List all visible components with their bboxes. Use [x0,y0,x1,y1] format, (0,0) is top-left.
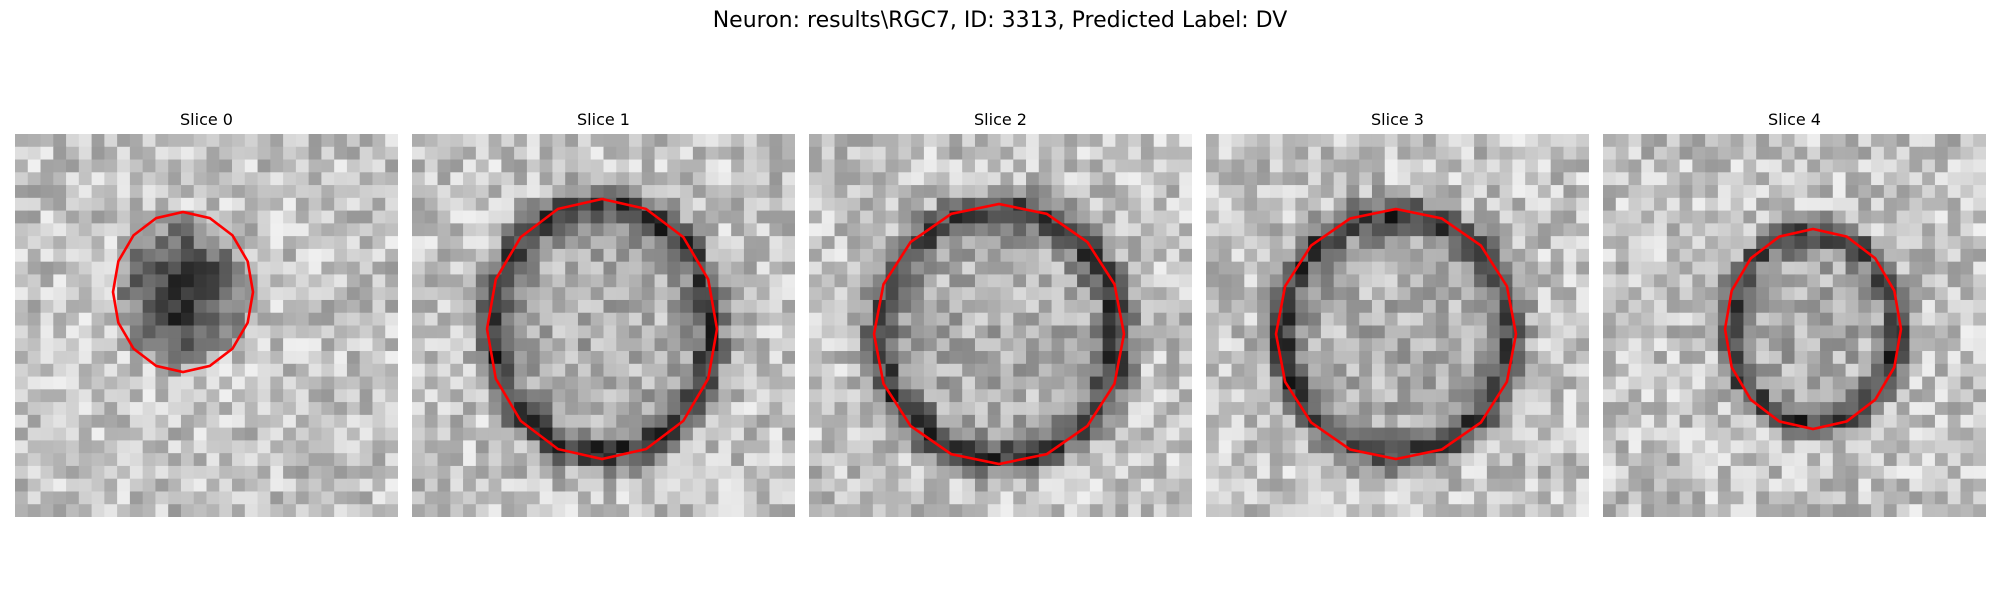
slice-panel-2: Slice 2 [809,110,1192,517]
slice-panel-3: Slice 3 [1206,110,1589,517]
slice-title: Slice 2 [974,110,1027,129]
slice-title: Slice 1 [577,110,630,129]
slice-title: Slice 4 [1768,110,1821,129]
slice-panel-0: Slice 0 [15,110,398,517]
contour-outline [111,210,255,374]
slice-image [412,134,795,517]
slice-panel-1: Slice 1 [412,110,795,517]
slice-panel-4: Slice 4 [1603,110,1986,517]
slice-title: Slice 0 [180,110,233,129]
slice-image [1603,134,1986,517]
slice-image [15,134,398,517]
slice-image [809,134,1192,517]
contour-outline [485,197,719,461]
contour-outline [872,202,1126,466]
slice-title: Slice 3 [1371,110,1424,129]
contour-outline [1274,207,1518,461]
contour-outline [1723,227,1903,431]
figure-title: Neuron: results\RGC7, ID: 3313, Predicte… [712,8,1288,33]
slice-image [1206,134,1589,517]
